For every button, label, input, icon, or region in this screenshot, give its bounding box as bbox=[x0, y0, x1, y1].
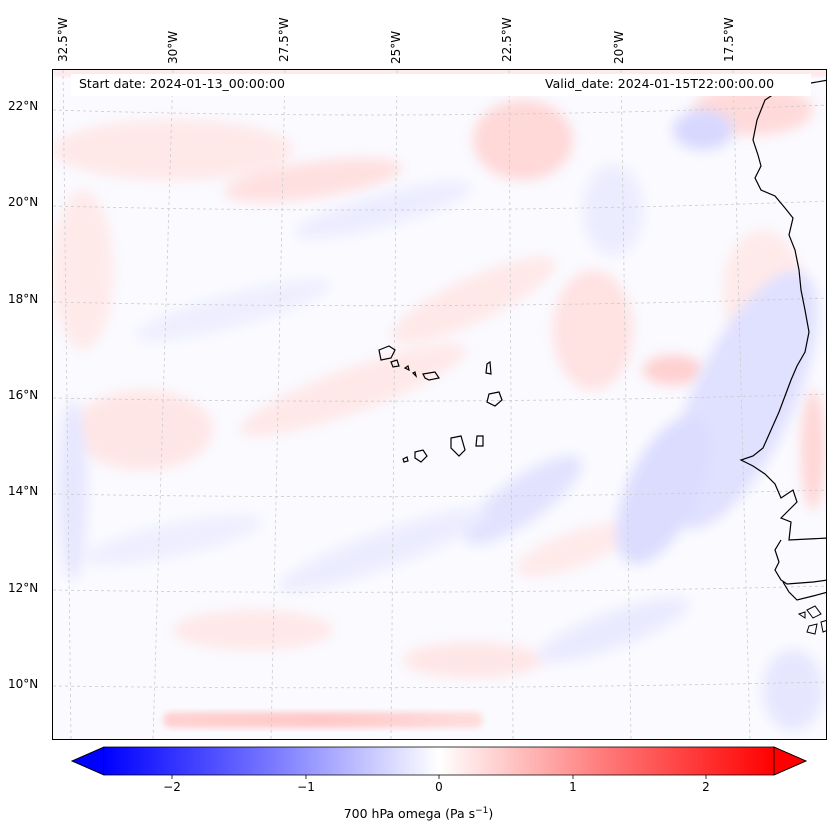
omega-positive-regions bbox=[53, 85, 825, 678]
colorbar-label-main: 700 hPa omega (Pa s bbox=[343, 806, 476, 822]
guinea-bissau-coast bbox=[782, 581, 826, 601]
lat-label-16n: 16°N bbox=[8, 388, 39, 402]
lon-label-22-5w: 22.5°W bbox=[500, 17, 514, 62]
map-panel[interactable] bbox=[52, 69, 827, 740]
colorbar-label-exponent: −1 bbox=[475, 806, 489, 816]
colorbar-tick-2: 2 bbox=[702, 780, 710, 794]
lat-label-20n: 20°N bbox=[8, 195, 39, 209]
lon-label-20w: 20°W bbox=[612, 30, 626, 64]
omega-field-map bbox=[53, 70, 826, 739]
bottom-red-band bbox=[163, 712, 483, 728]
colorbar-outline bbox=[71, 746, 807, 776]
lat-label-18n: 18°N bbox=[8, 292, 39, 306]
lat-label-22n: 22°N bbox=[8, 99, 39, 113]
colorbar-label-close: ) bbox=[488, 806, 494, 822]
senegal-coast-detail bbox=[774, 539, 826, 585]
cape-verde-islands bbox=[378, 345, 503, 463]
colorbar-right-extend bbox=[773, 746, 807, 776]
colorbar-tick-neg1: −1 bbox=[297, 780, 315, 794]
gridlines bbox=[53, 70, 826, 739]
colorbar-gradient bbox=[104, 747, 774, 775]
lat-label-12n: 12°N bbox=[8, 581, 39, 595]
date-label-strip bbox=[71, 74, 811, 96]
top-boundary-strip bbox=[53, 70, 826, 76]
colorbar-label: 700 hPa omega (Pa s−1) bbox=[0, 806, 837, 821]
colorbar bbox=[71, 746, 807, 779]
colorbar-tick-1: 1 bbox=[569, 780, 577, 794]
lon-label-27-5w: 27.5°W bbox=[277, 17, 291, 62]
africa-coastline bbox=[739, 79, 826, 541]
lon-label-25w: 25°W bbox=[389, 30, 403, 64]
valid-date-label: Valid_date: 2024-01-15T22:00:00.00 bbox=[545, 76, 775, 91]
lat-label-14n: 14°N bbox=[8, 484, 39, 498]
lon-label-17-5w: 17.5°W bbox=[722, 17, 736, 62]
colorbar-tick-0: 0 bbox=[435, 780, 443, 794]
start-date-label: Start date: 2024-01-13_00:00:00 bbox=[79, 76, 285, 91]
lon-label-32-5w: 32.5°W bbox=[56, 17, 70, 62]
colorbar-ticks bbox=[171, 775, 707, 779]
colorbar-left-extend bbox=[71, 746, 105, 776]
colorbar-tick-neg2: −2 bbox=[163, 780, 181, 794]
omega-negative-regions bbox=[59, 110, 823, 730]
lat-label-10n: 10°N bbox=[8, 677, 39, 691]
bissagos-islands bbox=[797, 605, 826, 635]
lon-label-30w: 30°W bbox=[166, 30, 180, 64]
